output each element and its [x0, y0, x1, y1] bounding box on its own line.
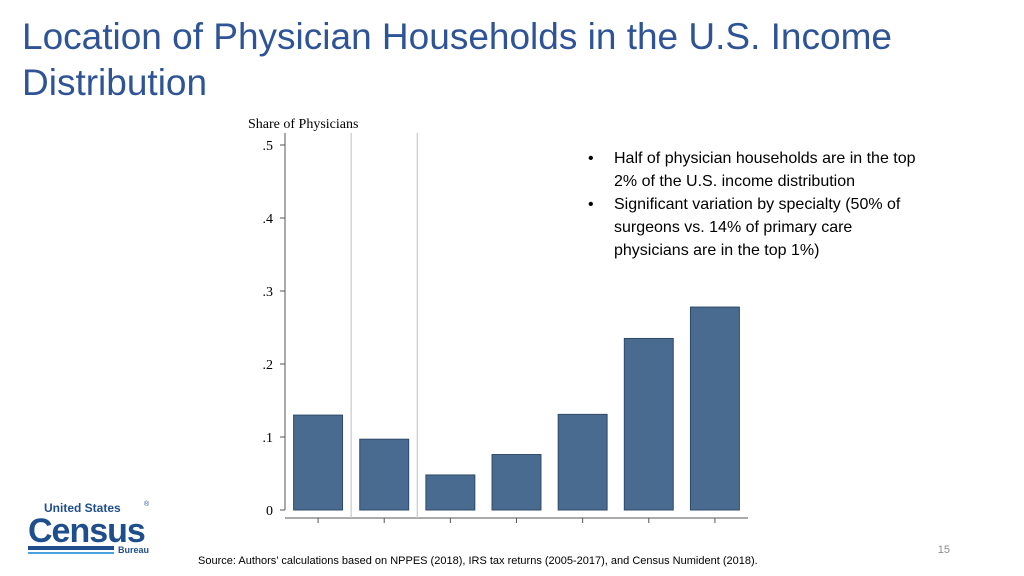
x-tick-label: 98 — [642, 529, 656, 530]
y-tick-label: 0 — [266, 504, 273, 519]
x-tick-label: 97 — [576, 529, 590, 530]
x-tick-label: 95 — [443, 529, 457, 530]
x-tick-label: 90-94 — [368, 529, 401, 530]
source-note: Source: Authors’ calculations based on N… — [198, 555, 758, 567]
bar — [425, 474, 476, 511]
bullet-item: • Half of physician households are in th… — [588, 147, 928, 193]
y-tick-label: .5 — [263, 139, 274, 154]
bar — [557, 413, 608, 511]
y-tick-label: .3 — [263, 285, 274, 300]
bullet-text: Significant variation by specialty (50% … — [614, 196, 901, 259]
bar — [359, 438, 410, 511]
bullet-symbol: • — [588, 196, 594, 213]
bar — [623, 337, 674, 511]
census-bureau-logo: United States ® Census Bureau — [22, 495, 158, 567]
y-tick-label: .1 — [263, 431, 274, 446]
bullet-item: • Significant variation by specialty (50… — [588, 193, 928, 262]
x-tick-label: 96 — [510, 529, 524, 530]
bar-chart: Share of Physicians 0 .1 .2 .3 .4 .5 1-89 90-94 9… — [240, 110, 760, 530]
bar — [293, 414, 344, 511]
logo-line-1: United States — [44, 501, 121, 515]
logo-line-3: Bureau — [118, 545, 149, 555]
y-tick-label: .4 — [263, 212, 274, 227]
page-number: 15 — [937, 544, 950, 556]
x-tick-label: 99 — [708, 529, 722, 530]
bullet-text: Half of physician households are in the … — [614, 150, 916, 190]
y-tick-label: .2 — [263, 358, 274, 373]
bar — [689, 306, 740, 511]
slide-title: Location of Physician Households in the … — [22, 16, 892, 103]
logo-line-2: Census — [28, 512, 145, 550]
logo-stripe — [28, 552, 114, 554]
bullet-symbol: • — [588, 150, 594, 167]
census-logo-icon: United States ® Census Bureau — [28, 500, 150, 555]
logo-registered-mark: ® — [144, 500, 150, 508]
bar — [491, 454, 542, 511]
bar-chart-svg: Share of Physicians 0 .1 .2 .3 .4 .5 1-89 90-94 9… — [248, 117, 748, 530]
y-axis-label: Share of Physicians — [248, 117, 358, 132]
logo-stripe — [28, 546, 114, 550]
x-tick-label: 1-89 — [305, 529, 331, 530]
bullet-list: • Half of physician households are in th… — [588, 147, 928, 262]
